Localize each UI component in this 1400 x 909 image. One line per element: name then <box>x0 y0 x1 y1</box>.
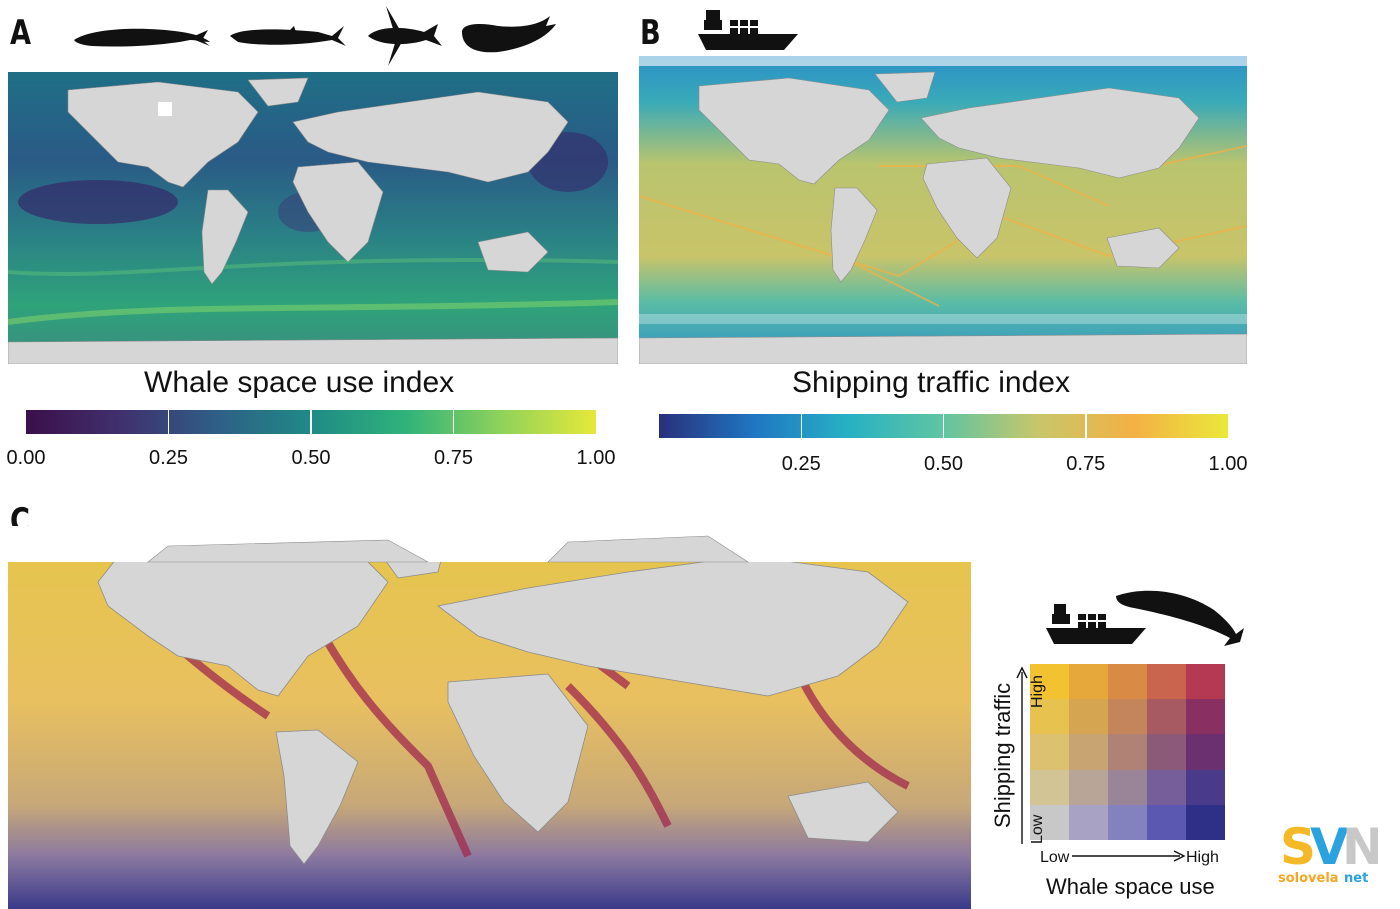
bivariate-cell <box>1030 734 1069 770</box>
x-axis-title: Whale space use <box>1046 874 1215 899</box>
whale-space-use-map <box>8 72 618 364</box>
bivariate-cell <box>1069 699 1108 735</box>
whale-icon <box>1116 590 1244 646</box>
bivariate-cell <box>1147 804 1186 840</box>
svg-text:solovela: solovela <box>1278 871 1339 886</box>
bivariate-cell <box>1030 769 1069 805</box>
shipping_legend-tick-label: 0.75 <box>1066 453 1106 475</box>
sperm-whale-icon <box>462 16 556 53</box>
bivariate-cell <box>1030 804 1069 840</box>
bivariate-cell <box>1108 734 1147 770</box>
bivariate-cell <box>1069 769 1108 805</box>
bivariate-color-grid <box>1030 664 1225 840</box>
solovela-watermark-logo: S V N solovela net <box>1278 812 1384 887</box>
panel-a-letter: A <box>10 13 32 53</box>
whale-legend-title: Whale space use index <box>144 366 455 399</box>
whale_legend-tick-label: 0.00 <box>6 447 46 469</box>
bivariate-cell <box>1147 664 1186 700</box>
x-high-label: High <box>1186 849 1219 866</box>
y-axis-title: Shipping traffic <box>990 682 1015 828</box>
bivariate-cell <box>1030 664 1069 700</box>
svg-text:V: V <box>1310 818 1349 876</box>
bivariate-cell <box>1186 699 1225 735</box>
bivariate-cell <box>1069 734 1108 770</box>
y-low-label: Low <box>1029 814 1046 844</box>
blue-whale-icon <box>74 28 210 47</box>
bivariate-cell <box>1069 664 1108 700</box>
bivariate-cell <box>1147 699 1186 735</box>
bivariate-cell <box>1186 734 1225 770</box>
bivariate-cell <box>1108 699 1147 735</box>
whale-shipping-overlap-map <box>8 526 971 909</box>
y-axis-arrow-icon <box>1016 666 1028 844</box>
whale_legend-tick-label: 0.75 <box>434 447 473 469</box>
bivariate-cell <box>1147 769 1186 805</box>
whale_legend-tick-mark <box>167 410 170 434</box>
whale_legend-tick-label: 0.25 <box>149 447 188 469</box>
shipping_legend-tick-label: 1.00 <box>1208 453 1248 475</box>
bivariate-cell <box>1108 664 1147 700</box>
x-low-label: Low <box>1040 849 1070 866</box>
x-axis-arrow-icon <box>1072 850 1186 862</box>
humpback-whale-icon <box>368 6 442 66</box>
bivariate-cell <box>1147 734 1186 770</box>
svg-text:S: S <box>1280 818 1316 876</box>
whale_legend-tick-mark <box>452 410 455 434</box>
bivariate-cell <box>1069 804 1108 840</box>
shipping_legend-tick-mark <box>942 414 945 438</box>
svg-text:N: N <box>1342 818 1378 876</box>
shipping_legend-tick-label: 0.50 <box>924 453 963 475</box>
svg-text:net: net <box>1344 871 1368 886</box>
shipping_legend-tick-mark <box>800 414 802 438</box>
bivariate-cell <box>1108 804 1147 840</box>
shipping-legend-title: Shipping traffic index <box>792 366 1070 399</box>
shipping_legend-tick-label: 0.25 <box>781 453 821 475</box>
y-high-label: High <box>1029 675 1046 708</box>
bivariate-cell <box>1030 699 1069 735</box>
bivariate-cell <box>1186 664 1225 700</box>
cargo-ship-icon <box>1046 604 1146 644</box>
bivariate-cell <box>1108 769 1147 805</box>
shipping_legend-tick-mark <box>1085 414 1087 438</box>
panel-b-letter: B <box>640 13 661 53</box>
whale_legend-tick-label: 1.00 <box>576 447 616 469</box>
bivariate-cell <box>1186 804 1225 840</box>
whale_legend-tick-mark <box>310 410 312 434</box>
cargo-ship-icon <box>698 10 798 50</box>
bivariate-cell <box>1186 769 1225 805</box>
shipping-traffic-map <box>639 56 1247 364</box>
fin-whale-icon <box>230 26 346 46</box>
whale_legend-tick-label: 0.50 <box>291 447 331 469</box>
